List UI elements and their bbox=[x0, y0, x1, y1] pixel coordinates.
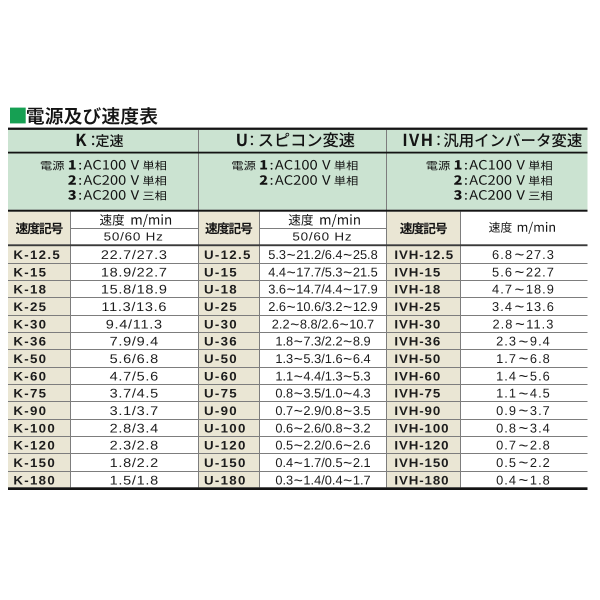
svg-text:U-150: U-150 bbox=[204, 456, 247, 470]
svg-text:18.9/22.7: 18.9/22.7 bbox=[101, 265, 168, 279]
svg-text:U-36: U-36 bbox=[204, 335, 238, 349]
svg-text:K-60: K-60 bbox=[13, 369, 47, 383]
svg-text:IVH-100: IVH-100 bbox=[394, 421, 449, 435]
svg-text:3.4~13.6: 3.4~ 13.6 bbox=[492, 298, 555, 316]
svg-text:3.7/4.5: 3.7/4.5 bbox=[110, 387, 159, 401]
svg-text:K-120: K-120 bbox=[13, 439, 56, 453]
svg-text:1.1~4.4/1.3~5.3: 1.1~4.4/1.3~5.3 bbox=[275, 368, 370, 385]
svg-text:3.6~14.7/4.4~17.9: 3.6~14.7/4.4~17.9 bbox=[268, 282, 378, 299]
svg-text:11.3/13.6: 11.3/13.6 bbox=[101, 300, 167, 314]
svg-text:U-18: U-18 bbox=[204, 283, 238, 297]
svg-text:4.7/5.6: 4.7/5.6 bbox=[110, 369, 159, 383]
svg-text:K-25: K-25 bbox=[13, 300, 47, 314]
svg-text:0.7~2.8: 0.7~ 2.8 bbox=[496, 437, 551, 455]
svg-text:3.1/3.7: 3.1/3.7 bbox=[110, 404, 159, 418]
svg-text:IVH-18: IVH-18 bbox=[394, 283, 441, 297]
svg-text:22.7/27.3: 22.7/27.3 bbox=[101, 248, 168, 262]
svg-text:IVH-30: IVH-30 bbox=[394, 317, 441, 331]
svg-text:5.6~22.7: 5.6~ 22.7 bbox=[492, 263, 555, 281]
svg-text:U-12.5: U-12.5 bbox=[204, 248, 252, 262]
svg-text:U-60: U-60 bbox=[204, 369, 238, 383]
svg-text:IVH-50: IVH-50 bbox=[394, 352, 441, 366]
svg-text:K-12.5: K-12.5 bbox=[13, 248, 61, 262]
svg-text:IVH-25: IVH-25 bbox=[394, 300, 441, 314]
svg-text:2.3~9.4: 2.3~ 9.4 bbox=[496, 333, 551, 351]
svg-text:U-50: U-50 bbox=[204, 352, 238, 366]
svg-text:IVH-75: IVH-75 bbox=[394, 387, 441, 401]
svg-text:0.8~3.4: 0.8~ 3.4 bbox=[496, 419, 551, 437]
svg-text:K-180: K-180 bbox=[13, 473, 56, 487]
svg-text:K-36: K-36 bbox=[13, 335, 47, 349]
svg-text:K-75: K-75 bbox=[13, 387, 47, 401]
svg-text:2.2~8.8/2.6~10.7: 2.2~8.8/2.6~10.7 bbox=[272, 316, 374, 333]
svg-text:K-90: K-90 bbox=[13, 404, 47, 418]
svg-text:U-180: U-180 bbox=[204, 473, 247, 487]
svg-text:4.4~17.7/5.3~21.5: 4.4~17.7/5.3~21.5 bbox=[268, 264, 378, 281]
svg-text:6.8~27.3: 6.8~ 27.3 bbox=[492, 246, 555, 264]
svg-text:9.4/11.3: 9.4/11.3 bbox=[106, 317, 163, 331]
svg-text:1.8~7.3/2.2~8.9: 1.8~7.3/2.2~8.9 bbox=[275, 334, 370, 351]
svg-text:1.8/2.2: 1.8/2.2 bbox=[110, 456, 159, 470]
svg-text:0.3~1.4/0.4~1.7: 0.3~1.4/0.4~1.7 bbox=[275, 472, 370, 489]
svg-text:U-120: U-120 bbox=[204, 439, 247, 453]
svg-text:K-100: K-100 bbox=[13, 421, 56, 435]
svg-text:0.4~1.8: 0.4~ 1.8 bbox=[496, 471, 551, 489]
svg-text:2.3/2.8: 2.3/2.8 bbox=[110, 439, 159, 453]
svg-text:15.8/18.9: 15.8/18.9 bbox=[101, 283, 168, 297]
svg-text:U-90: U-90 bbox=[204, 404, 238, 418]
svg-text:0.5~2.2: 0.5~ 2.2 bbox=[496, 454, 551, 472]
svg-text:4.7~18.9: 4.7~ 18.9 bbox=[492, 281, 555, 299]
svg-text:2.8~11.3: 2.8~ 11.3 bbox=[493, 315, 555, 333]
svg-text:IVH-15: IVH-15 bbox=[394, 265, 441, 279]
svg-text:0.6~2.6/0.8~3.2: 0.6~2.6/0.8~3.2 bbox=[275, 420, 370, 437]
svg-text:K-150: K-150 bbox=[13, 456, 56, 470]
svg-text:5.3~21.2/6.4~25.8: 5.3~21.2/6.4~25.8 bbox=[268, 247, 378, 264]
svg-text:IVH-120: IVH-120 bbox=[394, 439, 449, 453]
svg-text:U-100: U-100 bbox=[204, 421, 247, 435]
svg-text:K-30: K-30 bbox=[13, 317, 47, 331]
svg-text:1.4~5.6: 1.4~ 5.6 bbox=[496, 367, 551, 385]
svg-text:U-75: U-75 bbox=[204, 387, 238, 401]
svg-text:1.5/1.8: 1.5/1.8 bbox=[110, 473, 159, 487]
svg-text:IVH-60: IVH-60 bbox=[394, 369, 441, 383]
svg-text:IVH-90: IVH-90 bbox=[394, 404, 441, 418]
svg-text:K-50: K-50 bbox=[13, 352, 47, 366]
svg-text:1.7~6.8: 1.7~ 6.8 bbox=[496, 350, 551, 368]
svg-text:K-15: K-15 bbox=[13, 265, 47, 279]
svg-text:2.6~10.6/3.2~12.9: 2.6~10.6/3.2~12.9 bbox=[268, 299, 378, 316]
svg-text:50/60 Hz: 50/60 Hz bbox=[292, 230, 352, 243]
svg-text:50/60 Hz: 50/60 Hz bbox=[104, 230, 164, 243]
svg-text:0.9~3.7: 0.9~ 3.7 bbox=[496, 402, 551, 420]
svg-text:K-18: K-18 bbox=[13, 283, 47, 297]
svg-text:IVH-12.5: IVH-12.5 bbox=[394, 248, 454, 262]
svg-text:7.9/9.4: 7.9/9.4 bbox=[110, 335, 159, 349]
svg-text:0.7~2.9/0.8~3.5: 0.7~2.9/0.8~3.5 bbox=[275, 403, 370, 420]
svg-text:5.6/6.8: 5.6/6.8 bbox=[110, 352, 159, 366]
svg-text:U-30: U-30 bbox=[204, 317, 238, 331]
svg-text:2.8/3.4: 2.8/3.4 bbox=[110, 421, 159, 435]
svg-text:0.8~3.5/1.0~4.3: 0.8~3.5/1.0~4.3 bbox=[275, 386, 370, 403]
svg-text:0.5~2.2/0.6~2.6: 0.5~2.2/0.6~2.6 bbox=[275, 438, 370, 455]
svg-text:IVH-150: IVH-150 bbox=[394, 456, 449, 470]
svg-text:0.4~1.7/0.5~2.1: 0.4~1.7/0.5~2.1 bbox=[275, 455, 370, 472]
svg-text:1.3~5.3/1.6~6.4: 1.3~5.3/1.6~6.4 bbox=[275, 351, 370, 368]
svg-text:1.1~4.5: 1.1~ 4.5 bbox=[496, 385, 551, 403]
svg-text:U-25: U-25 bbox=[204, 300, 238, 314]
svg-text:IVH-36: IVH-36 bbox=[394, 335, 441, 349]
svg-text:U-15: U-15 bbox=[204, 265, 238, 279]
svg-text:IVH-180: IVH-180 bbox=[394, 473, 449, 487]
